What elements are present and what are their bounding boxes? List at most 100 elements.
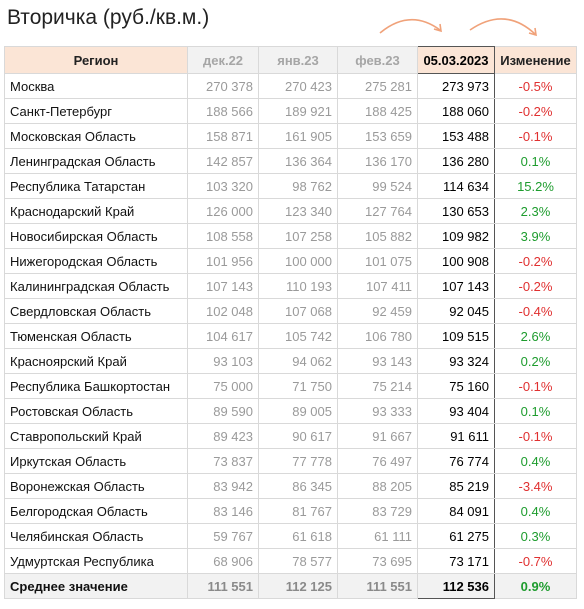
cell-change: -0.4% [494, 298, 577, 324]
cell-change: -3.4% [494, 473, 577, 499]
cell-dec22: 83 146 [187, 498, 259, 524]
cell-current: 109 982 [417, 223, 495, 249]
cell-change: 0.1% [494, 398, 577, 424]
cell-change: -0.2% [494, 273, 577, 299]
cell-feb23: 99 524 [337, 173, 418, 199]
table-row: Краснодарский Край 126 000 123 340 127 764 1… [4, 198, 577, 224]
cell-feb23: 107 411 [337, 273, 418, 299]
cell-feb23: 83 729 [337, 498, 418, 524]
cell-feb23: 92 459 [337, 298, 418, 324]
cell-dec22: 101 956 [187, 248, 259, 274]
cell-dec22: 73 837 [187, 448, 259, 474]
cell-current: 107 143 [417, 273, 495, 299]
header-dec22: дек.22 [187, 46, 259, 74]
cell-change: 2.6% [494, 323, 577, 349]
cell-change: 0.1% [494, 148, 577, 174]
arrow-right-head-icon [528, 27, 537, 37]
header-change: Изменение [494, 46, 577, 74]
cell-region: Воронежская Область [4, 473, 188, 499]
average-row: Среднее значение 111 551 112 125 111 551 112… [4, 573, 577, 599]
header-row: Регион дек.22 янв.23 фев.23 05.03.2023 И… [4, 46, 577, 74]
cell-current: 93 324 [417, 348, 495, 374]
cell-region: Белгородская Область [4, 498, 188, 524]
cell-dec22: 103 320 [187, 173, 259, 199]
table-row: Новосибирская Область 108 558 107 258 105 8… [4, 223, 577, 249]
cell-change: 15.2% [494, 173, 577, 199]
cell-jan23: 89 005 [258, 398, 338, 424]
cell-jan23: 270 423 [258, 73, 338, 99]
cell-jan23: 112 125 [258, 573, 338, 599]
cell-region: Среднее значение [4, 573, 188, 599]
cell-feb23: 93 333 [337, 398, 418, 424]
arrow-right-curve-icon [469, 18, 536, 35]
table-row: Красноярский Край 93 103 94 062 93 143 93 32… [4, 348, 577, 374]
cell-current: 85 219 [417, 473, 495, 499]
cell-feb23: 73 695 [337, 548, 418, 574]
cell-feb23: 105 882 [337, 223, 418, 249]
table-row: Ставропольский Край 89 423 90 617 91 667 91 … [4, 423, 577, 449]
cell-jan23: 107 068 [258, 298, 338, 324]
cell-jan23: 81 767 [258, 498, 338, 524]
cell-change: -0.7% [494, 548, 577, 574]
cell-region: Свердловская Область [4, 298, 188, 324]
cell-current: 114 634 [417, 173, 495, 199]
header-jan23: янв.23 [258, 46, 338, 74]
cell-dec22: 68 906 [187, 548, 259, 574]
table-row: Белгородская Область 83 146 81 767 83 729 84… [4, 498, 577, 524]
cell-feb23: 75 214 [337, 373, 418, 399]
cell-feb23: 93 143 [337, 348, 418, 374]
cell-jan23: 100 000 [258, 248, 338, 274]
arrows-decoration [379, 18, 537, 37]
table-row: Иркутская Область 73 837 77 778 76 497 76 77… [4, 448, 577, 474]
header-region: Регион [4, 46, 188, 74]
table-row: Нижегородская Область 101 956 100 000 101 0… [4, 248, 577, 274]
table-row: Ростовская Область 89 590 89 005 93 333 93 4… [4, 398, 577, 424]
table-row: Свердловская Область 102 048 107 068 92 459… [4, 298, 577, 324]
cell-region: Санкт-Петербург [4, 98, 188, 124]
cell-dec22: 111 551 [187, 573, 259, 599]
table-row: Москва 270 378 270 423 275 281 273 973 -0.5% [4, 73, 577, 99]
cell-dec22: 75 000 [187, 373, 259, 399]
cell-current: 130 653 [417, 198, 495, 224]
cell-region: Новосибирская Область [4, 223, 188, 249]
cell-feb23: 153 659 [337, 123, 418, 149]
table-row: Тюменская Область 104 617 105 742 106 780 10… [4, 323, 577, 349]
cell-region: Республика Татарстан [4, 173, 188, 199]
cell-change: -0.1% [494, 123, 577, 149]
cell-jan23: 78 577 [258, 548, 338, 574]
cell-jan23: 107 258 [258, 223, 338, 249]
cell-current: 93 404 [417, 398, 495, 424]
cell-change: -0.2% [494, 98, 577, 124]
cell-dec22: 93 103 [187, 348, 259, 374]
header-current: 05.03.2023 [417, 46, 495, 74]
cell-current: 61 275 [417, 523, 495, 549]
cell-dec22: 108 558 [187, 223, 259, 249]
cell-feb23: 61 111 [337, 523, 418, 549]
cell-dec22: 126 000 [187, 198, 259, 224]
table-row: Ленинградская Область 142 857 136 364 136 1… [4, 148, 577, 174]
header-feb23: фев.23 [337, 46, 418, 74]
cell-region: Иркутская Область [4, 448, 188, 474]
cell-dec22: 142 857 [187, 148, 259, 174]
cell-change: 0.2% [494, 348, 577, 374]
cell-feb23: 275 281 [337, 73, 418, 99]
arrow-left-curve-icon [379, 18, 441, 34]
cell-current: 73 171 [417, 548, 495, 574]
arrow-left-head-icon [433, 23, 442, 33]
cell-feb23: 106 780 [337, 323, 418, 349]
cell-feb23: 91 667 [337, 423, 418, 449]
cell-current: 153 488 [417, 123, 495, 149]
table-row: Республика Башкортостан 75 000 71 750 75 21… [4, 373, 577, 399]
table-row: Челябинская Область 59 767 61 618 61 111 61 … [4, 523, 577, 549]
cell-jan23: 90 617 [258, 423, 338, 449]
cell-current: 273 973 [417, 73, 495, 99]
cell-region: Тюменская Область [4, 323, 188, 349]
table-row: Воронежская Область 83 942 86 345 88 205 85 … [4, 473, 577, 499]
cell-current: 109 515 [417, 323, 495, 349]
table-row: Калининградская Область 107 143 110 193 107… [4, 273, 577, 299]
cell-change: 0.4% [494, 498, 577, 524]
cell-change: -0.1% [494, 373, 577, 399]
cell-jan23: 94 062 [258, 348, 338, 374]
cell-region: Московская Область [4, 123, 188, 149]
cell-feb23: 136 170 [337, 148, 418, 174]
